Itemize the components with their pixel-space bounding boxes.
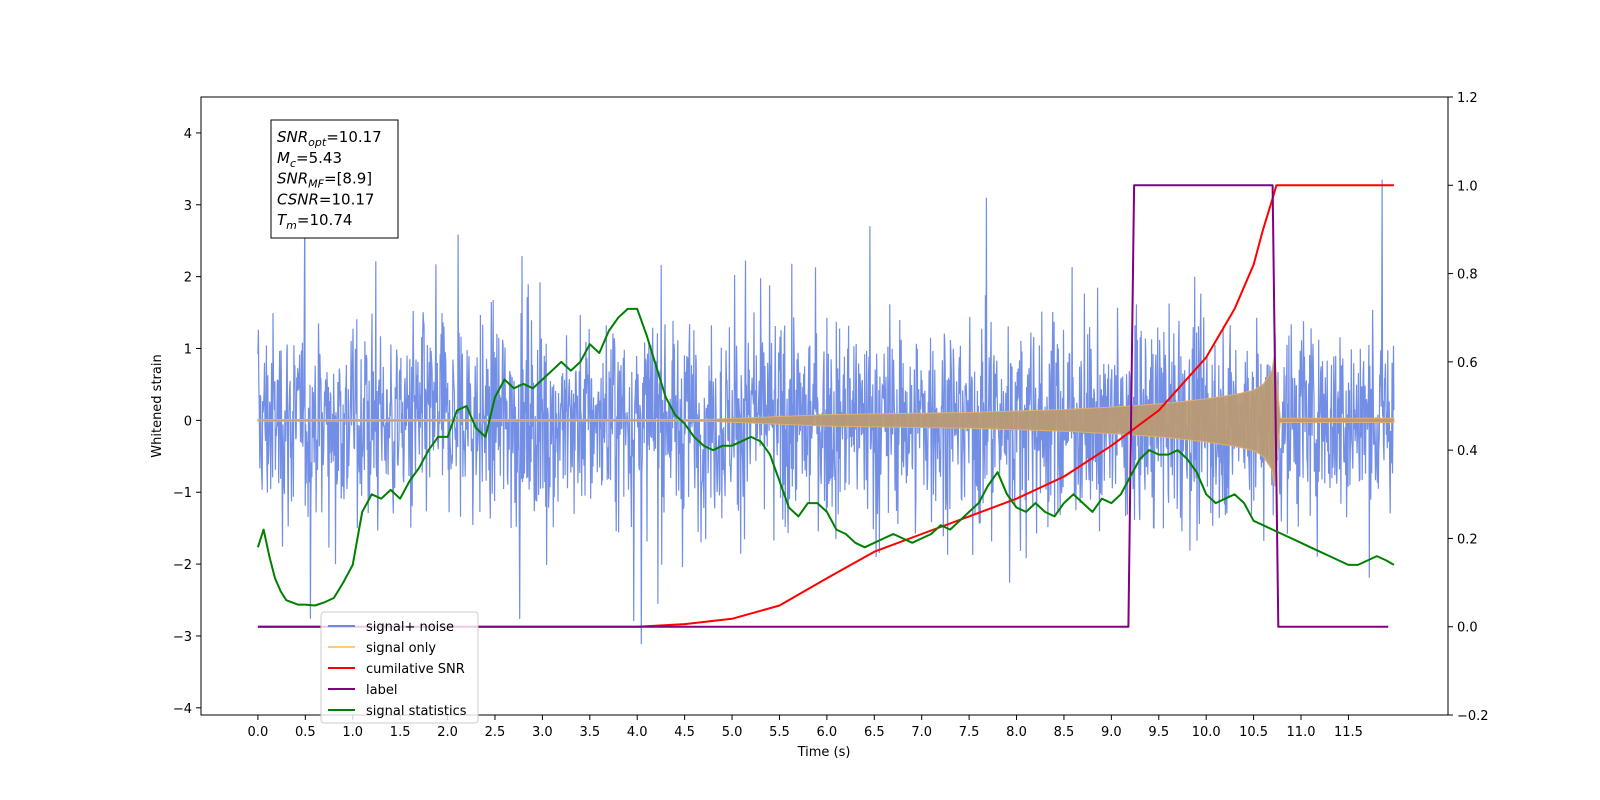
legend-label: cumilative SNR <box>366 662 465 677</box>
x-tick-label: 7.0 <box>911 725 932 740</box>
x-axis: 0.0 0.5 1.0 1.5 2.0 2.5 3.0 3.5 4.0 4.5 5.0 5.5 6.0 6… <box>248 715 1363 740</box>
x-tick-label: 9.0 <box>1101 725 1122 740</box>
x-tick-label: 4.5 <box>674 725 695 740</box>
info-box-frame <box>270 119 399 239</box>
x-tick-label: 11.0 <box>1287 725 1316 740</box>
x-tick-label: 4.0 <box>627 725 648 740</box>
x-tick-label: 5.0 <box>722 725 743 740</box>
legend-label: signal+ noise <box>366 620 454 635</box>
x-axis-title: Time (s) <box>797 745 851 760</box>
plot-frame <box>200 96 1449 716</box>
y2-tick-label: 0.8 <box>1457 268 1478 283</box>
y-axis-left: −4 −3 −2 −1 0 1 2 3 4 <box>173 127 201 717</box>
x-tick-label: 2.0 <box>437 725 458 740</box>
info-line-value: =10.74 <box>297 211 353 229</box>
x-tick-label: 3.0 <box>532 725 553 740</box>
signal-only-series <box>257 354 1395 487</box>
y-tick-label: 3 <box>184 199 192 214</box>
legend-label: signal only <box>366 641 436 656</box>
series-line-cumilative-snr <box>257 184 1394 628</box>
series-line-label <box>257 184 1389 628</box>
info-line-subscript: m <box>286 219 297 232</box>
info-line-symbol: CSNR <box>277 190 319 208</box>
y2-tick-label: 0.4 <box>1457 444 1478 459</box>
info-line-symbol: M <box>277 149 290 167</box>
y2-tick-label: 1.0 <box>1457 179 1478 194</box>
y-tick-label: 4 <box>184 127 192 142</box>
signal-noise-series <box>257 179 1395 645</box>
x-tick-label: 5.5 <box>769 725 790 740</box>
signal-noise-line <box>257 179 1395 645</box>
legend-frame <box>320 611 479 724</box>
x-tick-label: 6.0 <box>817 725 838 740</box>
info-box: SNRopt=10.17Mc=5.43SNRMF=[8.9]CSNR=10.17… <box>270 119 399 239</box>
info-line-value: =10.17 <box>319 190 375 208</box>
info-line-symbol: SNR <box>277 170 308 188</box>
y2-tick-label: 0.2 <box>1457 532 1478 547</box>
x-tick-label: 10.0 <box>1192 725 1221 740</box>
x-tick-label: 8.0 <box>1006 725 1027 740</box>
info-line-value: =10.17 <box>326 128 382 146</box>
series-line-signal-statistics <box>256 307 1395 607</box>
x-tick-label: 1.5 <box>390 725 411 740</box>
info-line: SNRopt=10.17 <box>277 128 382 149</box>
y-axis-title: Whitened strain <box>150 354 165 457</box>
y-tick-label: −2 <box>173 558 192 573</box>
x-tick-label: 3.5 <box>579 725 600 740</box>
line-series-group <box>256 184 1395 628</box>
info-line-value: =5.43 <box>296 149 342 167</box>
x-tick-label: 6.5 <box>864 725 885 740</box>
y-tick-label: 0 <box>184 414 192 429</box>
y2-tick-label: 0.0 <box>1457 621 1478 636</box>
y-tick-label: −4 <box>173 702 192 717</box>
y-tick-label: 2 <box>184 271 192 286</box>
y2-tick-label: −0.2 <box>1457 709 1489 724</box>
x-tick-label: 9.5 <box>1148 725 1169 740</box>
x-tick-label: 1.0 <box>342 725 363 740</box>
y-tick-label: 1 <box>184 343 192 358</box>
info-line: CSNR=10.17 <box>277 190 374 208</box>
y-tick-label: −3 <box>173 630 192 645</box>
x-tick-label: 2.5 <box>485 725 506 740</box>
info-line-subscript: MF <box>308 178 324 191</box>
signal-only-band <box>257 354 1395 487</box>
info-line: SNRMF=[8.9] <box>277 170 372 191</box>
plot-area <box>256 179 1395 645</box>
info-line-symbol: SNR <box>277 128 308 146</box>
info-line-value: =[8.9] <box>324 170 372 188</box>
info-line: Tm=10.74 <box>277 211 352 232</box>
info-line-subscript: opt <box>308 136 327 149</box>
x-tick-label: 7.5 <box>959 725 980 740</box>
x-tick-label: 0.0 <box>248 725 269 740</box>
y-axis-right: −0.2 0.0 0.2 0.4 0.6 0.8 1.0 1.2 <box>1448 91 1489 724</box>
info-line: Mc=5.43 <box>277 149 342 170</box>
y2-tick-label: 0.6 <box>1457 356 1478 371</box>
y-tick-label: −1 <box>173 486 192 501</box>
y2-tick-label: 1.2 <box>1457 91 1478 106</box>
legend-label: signal statistics <box>366 704 467 719</box>
legend: signal+ noise signal only cumilative SNR la… <box>320 611 479 724</box>
x-tick-label: 8.5 <box>1054 725 1075 740</box>
info-line-subscript: c <box>290 157 296 170</box>
info-line-symbol: T <box>277 211 288 229</box>
legend-label: label <box>366 683 397 698</box>
x-tick-label: 0.5 <box>295 725 316 740</box>
x-tick-label: 10.5 <box>1239 725 1268 740</box>
x-tick-label: 11.5 <box>1334 725 1363 740</box>
